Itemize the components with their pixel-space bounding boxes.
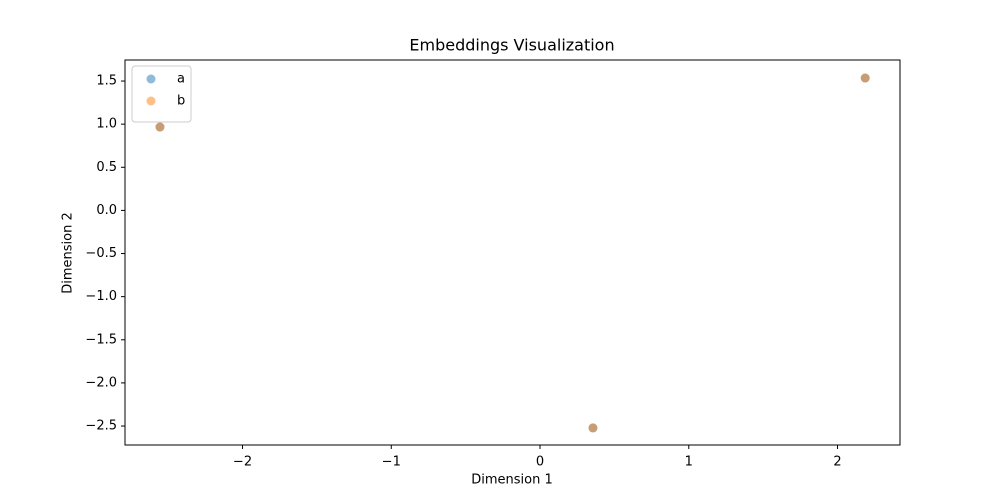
y-tick-label: 0.5 bbox=[96, 160, 117, 175]
x-tick-label: 2 bbox=[833, 455, 841, 470]
x-tick-label: 0 bbox=[536, 455, 544, 470]
legend-label: b bbox=[177, 94, 185, 109]
y-tick-label: −2.5 bbox=[85, 419, 117, 434]
x-tick-label: 1 bbox=[685, 455, 693, 470]
x-tick-label: −1 bbox=[382, 455, 401, 470]
chart-title: Embeddings Visualization bbox=[409, 36, 614, 55]
x-axis-label: Dimension 1 bbox=[471, 473, 553, 488]
y-tick-label: −0.5 bbox=[85, 246, 117, 261]
legend: ab bbox=[131, 65, 192, 123]
x-tick-label: −2 bbox=[233, 455, 252, 470]
y-tick-label: 1.0 bbox=[96, 117, 117, 132]
legend-marker bbox=[146, 96, 156, 106]
y-tick-label: −1.5 bbox=[85, 332, 117, 347]
y-tick-label: −2.0 bbox=[85, 375, 117, 390]
legend-label: a bbox=[177, 72, 185, 87]
point bbox=[588, 423, 598, 433]
point bbox=[860, 73, 870, 83]
y-tick-label: 0.0 bbox=[96, 203, 117, 218]
y-axis-label: Dimension 2 bbox=[61, 212, 76, 294]
y-tick-label: −1.0 bbox=[85, 289, 117, 304]
point bbox=[155, 122, 165, 132]
legend-marker bbox=[146, 74, 156, 84]
y-tick-label: 1.5 bbox=[96, 74, 117, 89]
plot-frame bbox=[124, 59, 901, 446]
